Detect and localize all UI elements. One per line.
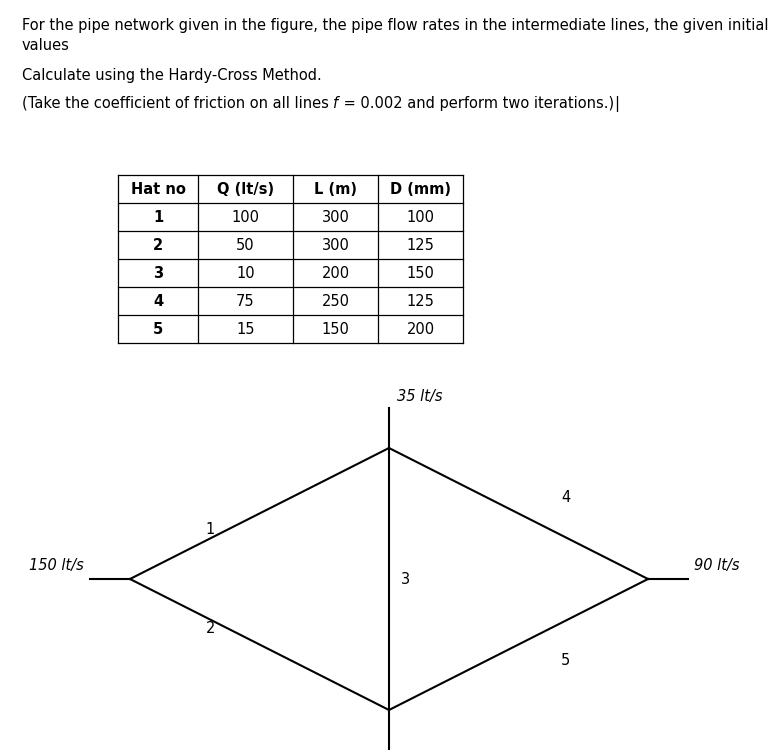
Text: 2: 2	[153, 238, 163, 253]
Text: 5: 5	[561, 652, 570, 668]
Text: 15: 15	[236, 322, 255, 337]
Text: 200: 200	[322, 266, 350, 280]
Text: 300: 300	[322, 238, 350, 253]
Text: D (mm): D (mm)	[390, 182, 451, 196]
Text: 5: 5	[153, 322, 163, 337]
Text: 3: 3	[401, 572, 410, 586]
Text: 100: 100	[231, 209, 259, 224]
Text: L (m): L (m)	[314, 182, 357, 196]
Text: (Take the coefficient of friction on all lines: (Take the coefficient of friction on all…	[22, 96, 333, 111]
Text: 4: 4	[561, 490, 570, 506]
Text: 4: 4	[153, 293, 163, 308]
Text: 300: 300	[322, 209, 350, 224]
Text: 200: 200	[407, 322, 435, 337]
Text: 125: 125	[407, 238, 435, 253]
Text: 150 lt/s: 150 lt/s	[30, 558, 84, 573]
Text: 1: 1	[206, 522, 215, 537]
Text: 10: 10	[236, 266, 255, 280]
Text: 250: 250	[322, 293, 350, 308]
Text: 125: 125	[407, 293, 435, 308]
Text: Q (lt/s): Q (lt/s)	[217, 182, 274, 196]
Text: 1: 1	[153, 209, 163, 224]
Text: 100: 100	[407, 209, 435, 224]
Text: 2: 2	[206, 621, 215, 636]
Text: 35 lt/s: 35 lt/s	[397, 389, 442, 404]
Text: 75: 75	[236, 293, 255, 308]
Text: f: f	[333, 96, 339, 111]
Text: |: |	[614, 96, 619, 112]
Text: For the pipe network given in the figure, the pipe flow rates in the intermediat: For the pipe network given in the figure…	[22, 18, 769, 33]
Text: 150: 150	[407, 266, 435, 280]
Text: Calculate using the Hardy-Cross Method.: Calculate using the Hardy-Cross Method.	[22, 68, 322, 83]
Text: 50: 50	[236, 238, 255, 253]
Text: 150: 150	[322, 322, 350, 337]
Text: 90 lt/s: 90 lt/s	[694, 558, 739, 573]
Text: = 0.002 and perform two iterations.): = 0.002 and perform two iterations.)	[339, 96, 614, 111]
Text: Hat no: Hat no	[131, 182, 185, 196]
Text: 3: 3	[153, 266, 163, 280]
Text: values: values	[22, 38, 70, 53]
